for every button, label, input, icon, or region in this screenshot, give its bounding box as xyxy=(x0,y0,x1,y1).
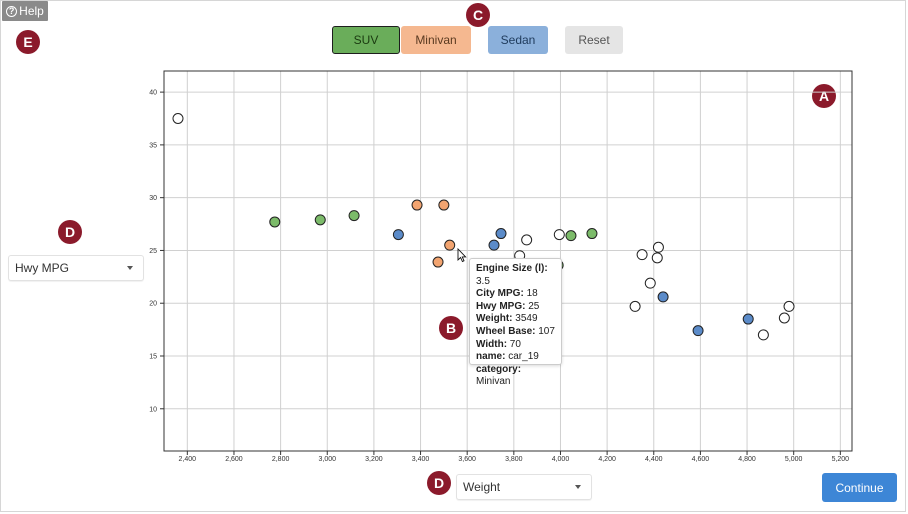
x-axis-select-value: Weight xyxy=(463,480,501,494)
x-tick-label: 4,000 xyxy=(552,456,570,463)
x-tick-label: 4,600 xyxy=(692,456,710,463)
x-tick-label: 3,800 xyxy=(505,456,523,463)
x-tick-label: 4,800 xyxy=(738,456,756,463)
x-tick-label: 2,600 xyxy=(225,456,243,463)
tooltip-row: Width: 70 xyxy=(476,338,521,350)
reset-button[interactable]: Reset xyxy=(565,26,623,54)
data-point-suv[interactable] xyxy=(269,216,281,228)
y-tick-label: 25 xyxy=(149,248,157,255)
tooltip-row: Engine Size (l): 3.5 xyxy=(476,263,548,287)
y-tick-label: 10 xyxy=(149,406,157,413)
data-point-unlabeled[interactable] xyxy=(172,113,184,124)
suv-button[interactable]: SUV xyxy=(332,26,400,54)
minivan-button[interactable]: Minivan xyxy=(401,26,471,54)
y-axis-select-value: Hwy MPG xyxy=(15,261,69,275)
y-tick-label: 30 xyxy=(149,195,157,202)
x-tick-label: 4,200 xyxy=(598,456,616,463)
data-point-unlabeled[interactable] xyxy=(636,249,648,261)
x-tick-label: 3,000 xyxy=(318,456,336,463)
data-point-suv[interactable] xyxy=(348,210,360,222)
chart-grid xyxy=(164,71,852,451)
x-tick-label: 5,000 xyxy=(785,456,803,463)
data-point-unlabeled[interactable] xyxy=(629,300,641,312)
tooltip-row: City MPG: 18 xyxy=(476,288,538,300)
continue-button[interactable]: Continue xyxy=(822,473,897,502)
data-point-suv[interactable] xyxy=(586,228,598,240)
help-icon: ? xyxy=(6,5,18,17)
data-point-sedan[interactable] xyxy=(742,313,754,325)
sedan-button[interactable]: Sedan xyxy=(488,26,548,54)
tooltip-row: name: car_19 xyxy=(476,351,539,363)
x-axis: 2,400 2,600 2,800 3,000 3,200 3,400 3,600 3,800… xyxy=(179,451,850,463)
data-point-unlabeled[interactable] xyxy=(652,241,664,253)
x-tick-label: 5,200 xyxy=(832,456,850,463)
data-point-sedan[interactable] xyxy=(488,239,500,251)
data-point-suv[interactable] xyxy=(565,230,577,242)
help-button[interactable]: ? Help xyxy=(2,1,48,21)
badge-c: C xyxy=(466,3,490,27)
data-points xyxy=(172,113,795,341)
data-point-unlabeled[interactable] xyxy=(783,300,795,312)
badge-b: B xyxy=(439,316,463,340)
chevron-down-icon xyxy=(575,485,581,489)
tooltip-row: category: Minivan xyxy=(476,363,522,388)
point-tooltip: Engine Size (l): 3.5 City MPG: 18 Hwy MP… xyxy=(469,258,562,387)
y-axis: 10 15 20 25 30 35 40 xyxy=(149,90,164,413)
data-point-minivan[interactable] xyxy=(438,199,450,211)
data-point-unlabeled[interactable] xyxy=(778,312,790,324)
y-axis-select[interactable]: Hwy MPG xyxy=(8,255,144,281)
chevron-down-icon xyxy=(127,266,133,270)
data-point-unlabeled[interactable] xyxy=(521,234,533,246)
data-point-unlabeled[interactable] xyxy=(644,277,656,289)
cursor-icon xyxy=(457,247,467,263)
data-point-minivan[interactable] xyxy=(432,256,444,268)
data-point-sedan[interactable] xyxy=(657,291,669,303)
data-point-unlabeled[interactable] xyxy=(553,229,565,241)
badge-d-x: D xyxy=(427,471,451,495)
tooltip-row: Hwy MPG: 25 xyxy=(476,300,540,312)
data-point-minivan[interactable] xyxy=(444,239,456,251)
data-point-sedan[interactable] xyxy=(692,325,704,337)
data-point-sedan[interactable] xyxy=(392,229,404,241)
x-tick-label: 3,600 xyxy=(458,456,476,463)
x-tick-label: 3,200 xyxy=(365,456,383,463)
tooltip-row: Weight: 3549 xyxy=(476,313,538,325)
data-point-sedan[interactable] xyxy=(495,228,507,240)
badge-e: E xyxy=(16,30,40,54)
y-tick-label: 20 xyxy=(149,301,157,308)
x-tick-label: 4,400 xyxy=(645,456,663,463)
badge-d-y: D xyxy=(58,220,82,244)
x-tick-label: 2,400 xyxy=(179,456,197,463)
tooltip-row: Wheel Base: 107 xyxy=(476,325,555,337)
data-point-unlabeled[interactable] xyxy=(757,329,769,341)
help-label: Help xyxy=(19,4,44,18)
x-tick-label: 2,800 xyxy=(272,456,290,463)
badge-a: A xyxy=(812,84,836,108)
plot-border xyxy=(163,70,853,452)
y-tick-label: 35 xyxy=(149,142,157,149)
data-point-unlabeled[interactable] xyxy=(651,252,663,264)
x-axis-select[interactable]: Weight xyxy=(456,474,592,500)
y-tick-label: 40 xyxy=(149,90,157,97)
data-point-minivan[interactable] xyxy=(411,199,423,211)
y-tick-label: 15 xyxy=(149,354,157,361)
x-tick-label: 3,400 xyxy=(412,456,430,463)
data-point-suv[interactable] xyxy=(314,214,326,226)
